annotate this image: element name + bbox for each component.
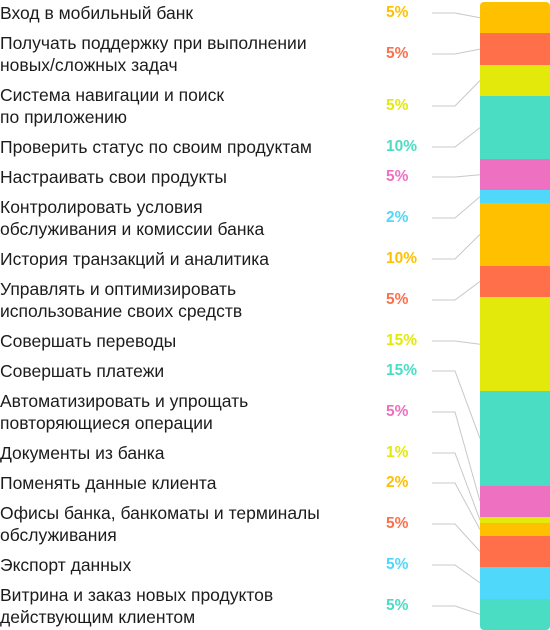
bar-segment xyxy=(480,96,550,159)
value-label: 10% xyxy=(386,250,418,267)
connector-line xyxy=(432,452,481,521)
connector-line xyxy=(432,370,481,439)
bar-segment xyxy=(480,567,550,599)
bar-segment xyxy=(480,523,550,536)
value-label: 15% xyxy=(386,332,418,349)
value-label: 5% xyxy=(386,4,409,21)
bar-segment xyxy=(480,64,550,97)
value-label: 2% xyxy=(386,474,409,491)
connector-line xyxy=(432,281,481,301)
connector-line xyxy=(432,174,481,178)
category-label: Проверить статус по своим продуктам xyxy=(0,137,312,157)
connector-line xyxy=(432,12,481,19)
category-label: Получать поддержку при выполнении новых/… xyxy=(0,33,307,75)
connector-line xyxy=(432,127,481,148)
connector-line xyxy=(432,340,481,345)
category-label: Документы из банка xyxy=(0,443,165,463)
bar-segment xyxy=(480,535,550,568)
category-label: Экспорт данных xyxy=(0,555,132,575)
connector-line xyxy=(432,48,481,55)
category-label: Вход в мобильный банк xyxy=(0,3,194,23)
bar-segment xyxy=(480,33,550,65)
value-label: 5% xyxy=(386,291,409,308)
bar-segment xyxy=(480,297,550,392)
bar-segment xyxy=(480,485,550,517)
connector-line xyxy=(432,80,481,107)
value-label: 5% xyxy=(386,45,409,62)
value-label: 5% xyxy=(386,556,409,573)
category-label: Автоматизировать и упрощать повторяющиес… xyxy=(0,391,249,433)
connector-line xyxy=(432,482,481,530)
category-label: История транзакций и аналитика xyxy=(0,249,270,269)
value-label: 5% xyxy=(386,597,409,614)
category-label: Офисы банка, банкоматы и терминалы обслу… xyxy=(0,503,320,545)
bar-segment xyxy=(480,391,550,486)
category-label: Контролировать условия обслуживания и ко… xyxy=(0,197,265,239)
category-label: Система навигации и поиск по приложению xyxy=(0,85,225,127)
connector-line xyxy=(432,411,481,502)
category-label: Витрина и заказ новых продуктов действую… xyxy=(0,585,274,627)
value-label: 5% xyxy=(386,515,409,532)
category-label: Управлять и оптимизировать использование… xyxy=(0,279,243,321)
bar-segment xyxy=(480,190,550,203)
category-label: Совершать переводы xyxy=(0,331,177,351)
category-label: Совершать платежи xyxy=(0,361,165,381)
value-label: 5% xyxy=(386,403,409,420)
bar-segment xyxy=(480,516,550,524)
value-label: 5% xyxy=(386,97,409,114)
category-label: Поменять данные клиента xyxy=(0,473,217,493)
connector-line xyxy=(432,196,481,219)
category-label: Настраивать свои продукты xyxy=(0,167,228,187)
connector-line xyxy=(432,523,481,552)
value-label: 2% xyxy=(386,209,409,226)
value-label: 10% xyxy=(386,138,418,155)
value-label: 1% xyxy=(386,444,409,461)
bar-segment xyxy=(480,159,550,191)
bar-segment xyxy=(480,2,550,34)
bar-segment xyxy=(480,265,550,298)
connector-line xyxy=(432,564,481,584)
connector-line xyxy=(432,605,481,615)
value-label: 15% xyxy=(386,362,418,379)
bar-segment xyxy=(480,598,550,630)
bar-segment xyxy=(480,202,550,266)
value-label: 5% xyxy=(386,168,409,185)
connector-line xyxy=(432,234,481,260)
